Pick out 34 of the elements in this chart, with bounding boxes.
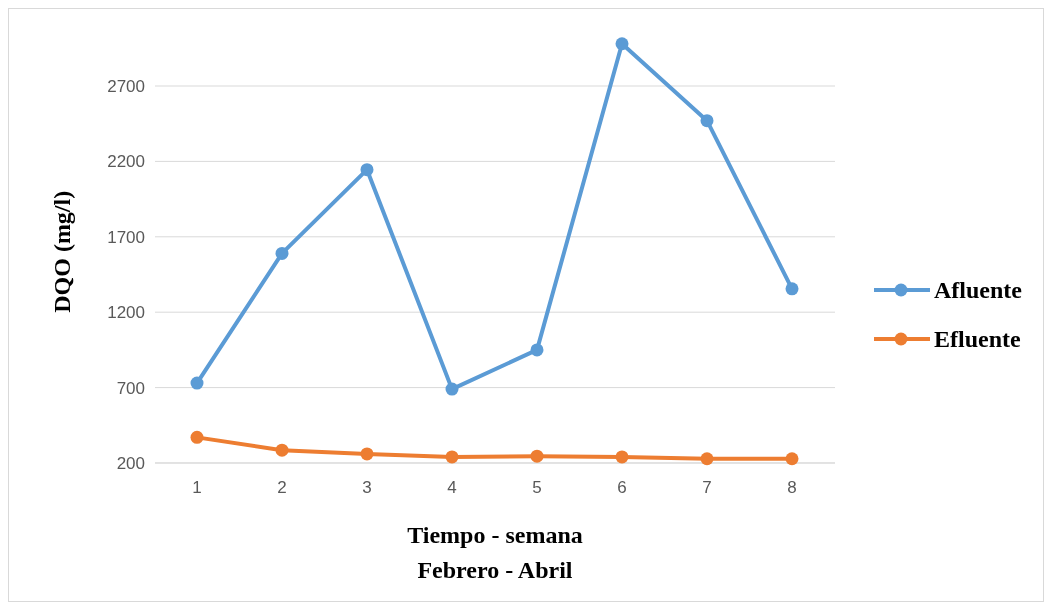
point xyxy=(190,376,204,390)
x-tick-label: 2 xyxy=(277,478,287,497)
x-tick-label: 4 xyxy=(447,478,457,497)
point xyxy=(615,450,629,464)
x-tick-label: 7 xyxy=(702,478,712,497)
y-tick-label: 1200 xyxy=(107,303,145,323)
legend-label: Afluente xyxy=(934,277,1023,304)
point xyxy=(445,382,459,396)
x-tick-label: 1 xyxy=(192,478,202,497)
legend-label: Efluente xyxy=(934,326,1022,353)
y-axis-title: DQO (mg/l) xyxy=(49,190,75,313)
y-tick-label: 200 xyxy=(116,453,145,473)
x-axis-title: Tiempo - semana Febrero - Abril xyxy=(407,522,583,583)
point xyxy=(785,282,799,296)
point xyxy=(615,37,629,51)
y-tick-label: 1700 xyxy=(107,227,145,247)
x-tick-label: 5 xyxy=(532,478,542,497)
y-tick-label: 700 xyxy=(116,378,145,398)
point xyxy=(700,452,714,466)
point xyxy=(275,246,289,260)
x-tick-label: 3 xyxy=(362,478,372,497)
point xyxy=(360,163,374,177)
point xyxy=(530,343,544,357)
y-tick-label: 2700 xyxy=(107,76,145,96)
point xyxy=(445,450,459,464)
point xyxy=(190,430,204,444)
x-tick-label: 6 xyxy=(617,478,627,497)
y-tick-label: 2200 xyxy=(107,152,145,172)
point xyxy=(275,443,289,457)
x-tick-label: 8 xyxy=(787,478,797,497)
point xyxy=(700,114,714,128)
point xyxy=(360,447,374,461)
point xyxy=(785,452,799,466)
point xyxy=(530,449,544,463)
